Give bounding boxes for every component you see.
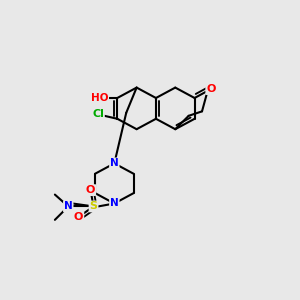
Text: O: O xyxy=(86,185,95,195)
Text: N: N xyxy=(110,199,119,208)
Text: HO: HO xyxy=(91,93,108,103)
Text: N: N xyxy=(110,158,119,168)
Text: Cl: Cl xyxy=(92,109,104,119)
Text: N: N xyxy=(64,202,73,212)
Text: O: O xyxy=(74,212,83,222)
Text: O: O xyxy=(206,84,216,94)
Text: S: S xyxy=(89,202,98,212)
